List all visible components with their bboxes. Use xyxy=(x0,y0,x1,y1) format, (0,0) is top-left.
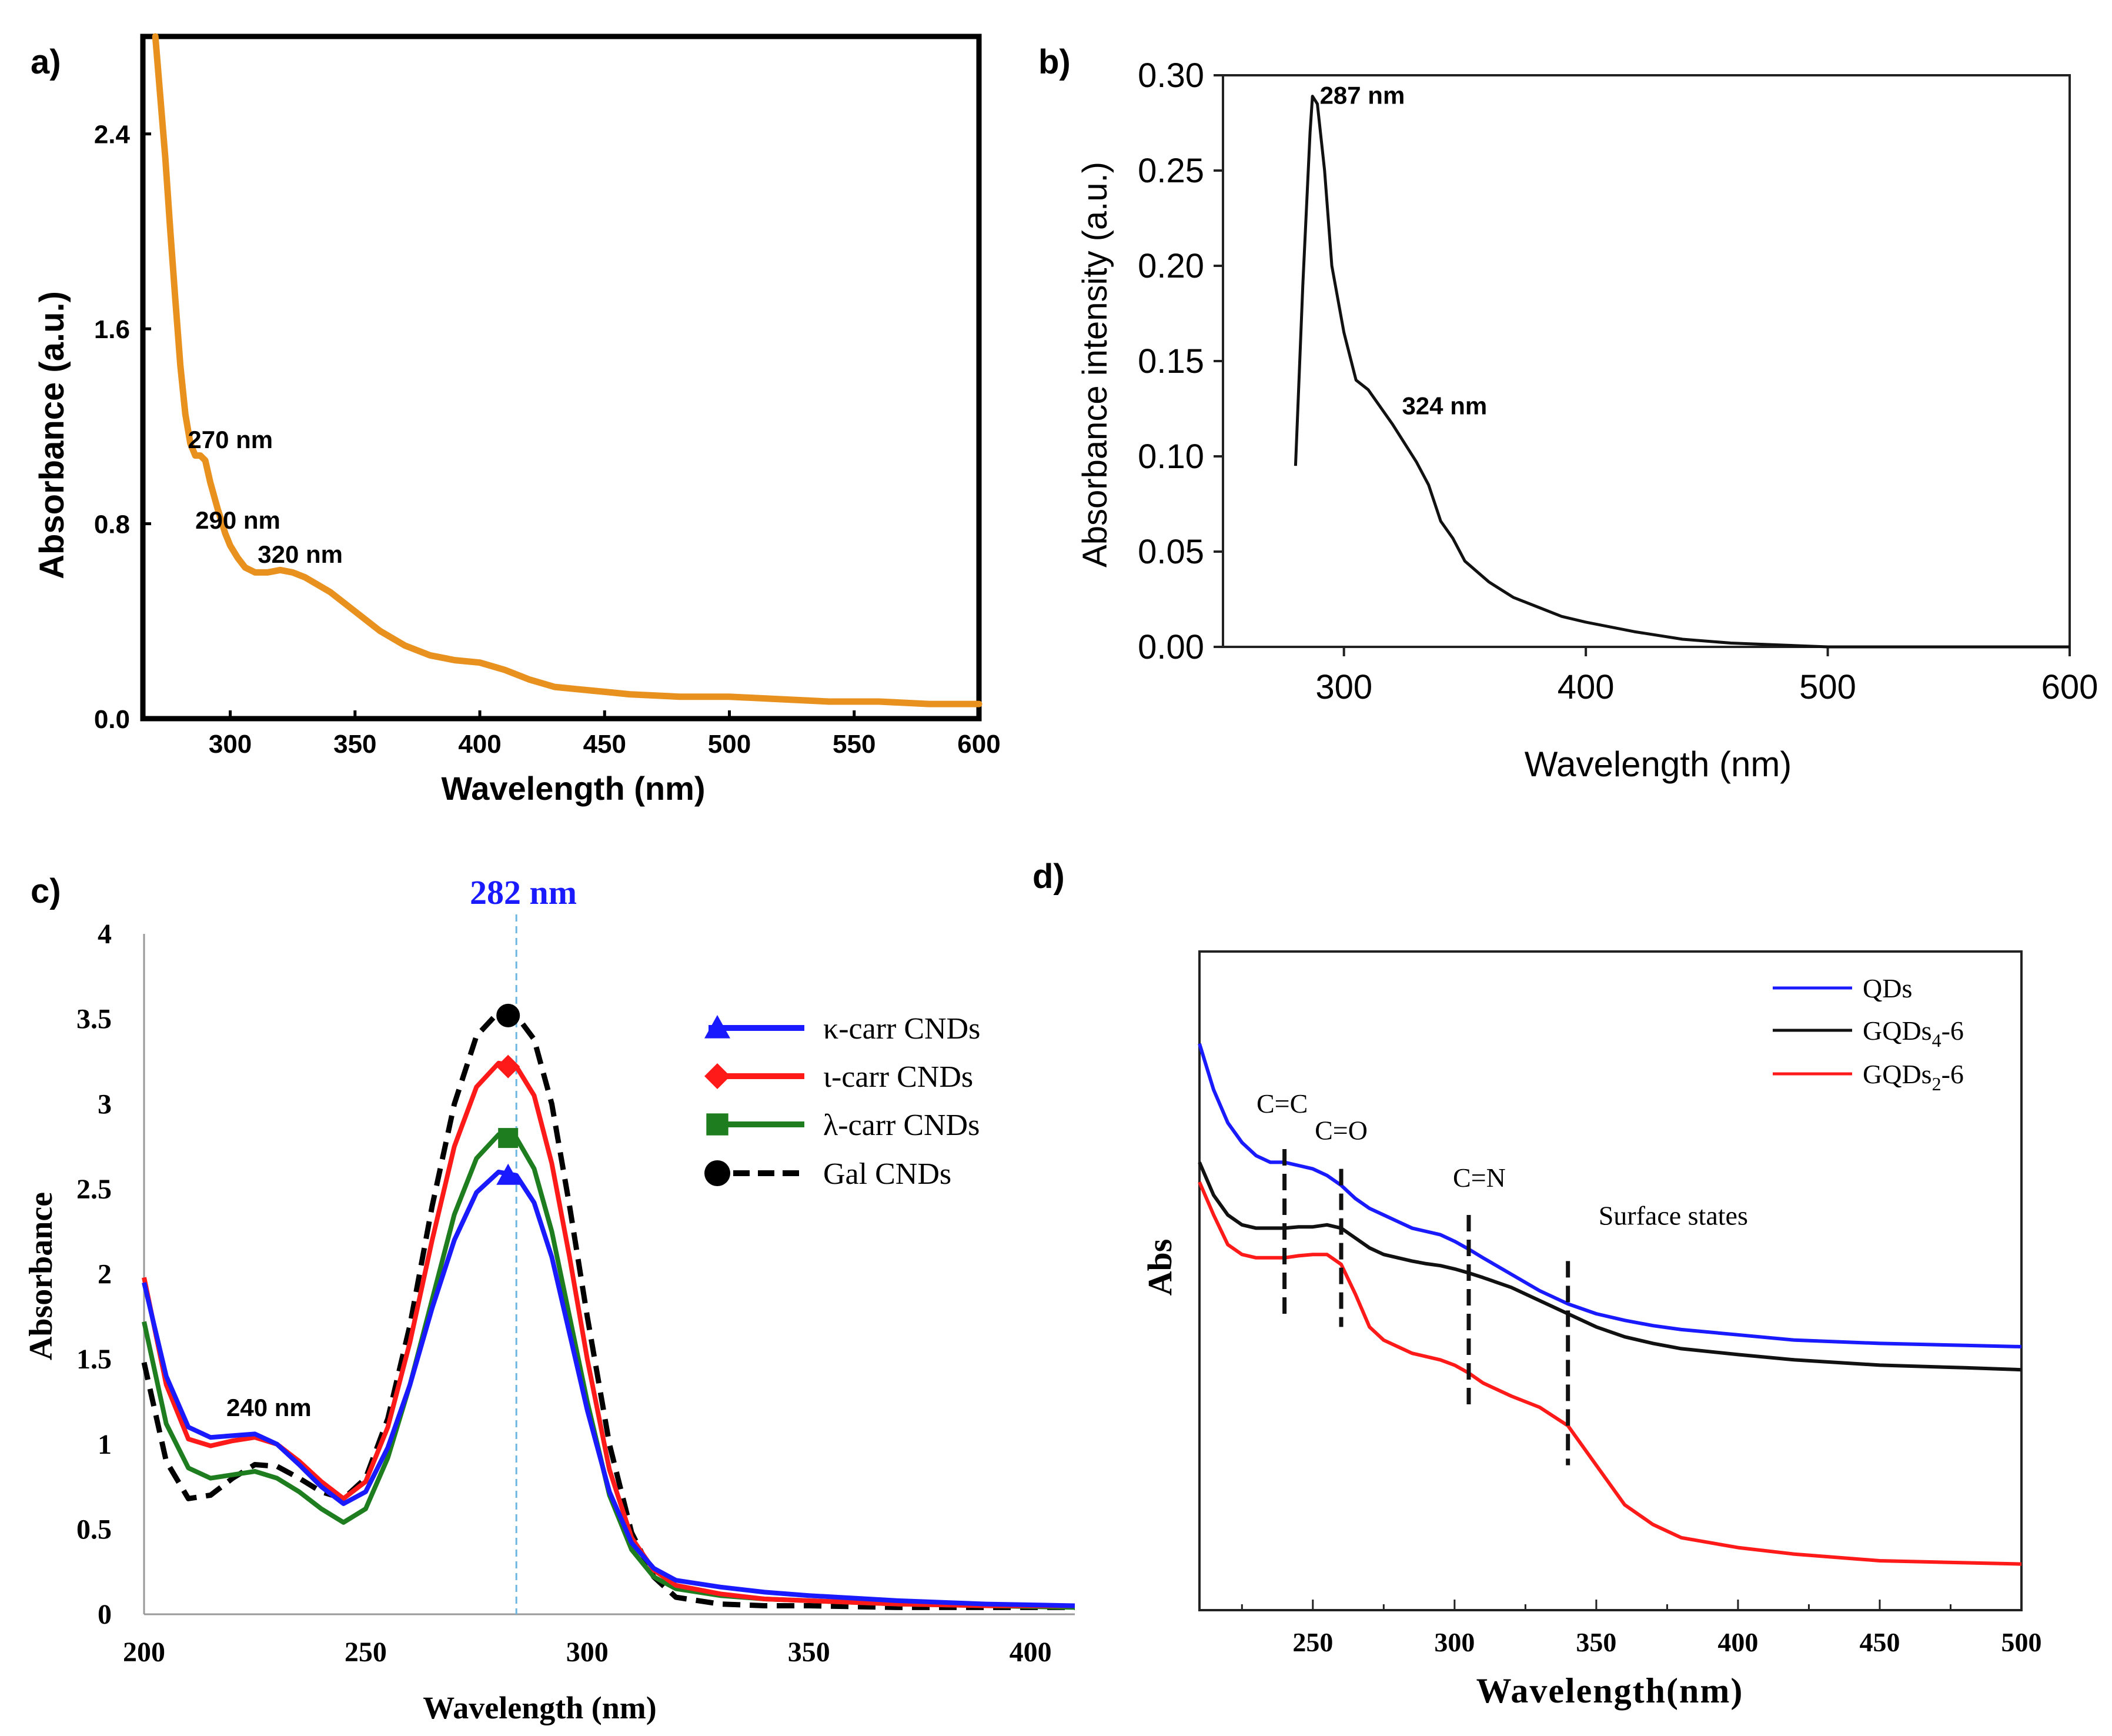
panel-c-series-line xyxy=(142,1169,1075,1608)
panel-d-xtick-label: 400 xyxy=(1717,1627,1758,1657)
panel-c-ytick-label: 0 xyxy=(98,1599,112,1630)
panel-c-ytick-label: 1.5 xyxy=(76,1344,112,1375)
panel-c-ytick-label: 3 xyxy=(98,1089,112,1120)
panel-a-ytick-label: 0.8 xyxy=(94,510,130,539)
panel-a-plot-area: 300 350 400 450 500 550 600 0.0 0.8 1.6 2.4 270 nm 2… xyxy=(94,33,1001,759)
panel-c-legend-label: ι-carr CNDs xyxy=(823,1060,973,1094)
panel-c-legend-marker xyxy=(706,1113,728,1136)
panel-c-legend-marker xyxy=(704,1160,730,1186)
panel-a-xtick-label: 550 xyxy=(833,730,875,759)
panel-d-series-line xyxy=(1198,1161,2022,1372)
panel-a-xtick-label: 500 xyxy=(708,730,751,759)
panel-c-legend-marker xyxy=(704,1015,730,1039)
panel-c-legend-label: Gal CNDs xyxy=(823,1157,951,1191)
panel-b-xtick-label: 500 xyxy=(1799,668,1856,706)
panel-b-ytick-label: 0.25 xyxy=(1138,152,1204,190)
panel-c-xtick-label: 250 xyxy=(345,1637,387,1668)
panel-d-legend-label: GQDs4-6 xyxy=(1863,1016,1964,1051)
panel-c-label: c) xyxy=(31,872,61,910)
panel-a-annotation: 270 nm xyxy=(188,426,273,453)
panel-d-plot-area: 250 300 350 400 450 500 C=CC=O C=N Surface state… xyxy=(1198,950,2042,1657)
panel-d-xtick-label: 300 xyxy=(1434,1627,1475,1657)
panel-b-ylabel: Absorbance intensity (a.u.) xyxy=(1076,162,1114,567)
panel-a-label: a) xyxy=(31,43,61,81)
panel-d-band-label: C=C xyxy=(1256,1089,1308,1119)
panel-c-xtick-label: 300 xyxy=(566,1637,609,1668)
panel-a-xtick-label: 600 xyxy=(957,730,1000,759)
panel-c-peak-marker xyxy=(496,1054,520,1079)
panel-a-xtick-label: 300 xyxy=(209,730,252,759)
panel-a-annotation: 290 nm xyxy=(195,506,280,534)
panel-c-ytick-label: 3.5 xyxy=(76,1004,112,1035)
panel-c-series-line xyxy=(142,1060,1075,1608)
panel-b-annotation: 287 nm xyxy=(1320,82,1405,109)
panel-c-plot-area: 200 250 300 350 400 0 0.5 1 1.5 2 2.5 3 3.5 4 240 nm κ-… xyxy=(76,914,1075,1668)
panel-c-legend-label: κ-carr CNDs xyxy=(823,1012,980,1046)
panel-c-legend-marker xyxy=(704,1063,730,1089)
panel-a-xtick-label: 450 xyxy=(583,730,626,759)
panel-d-xtick-label: 500 xyxy=(2001,1627,2042,1657)
panel-b-label: b) xyxy=(1038,43,1071,81)
panel-b-xtick-label: 400 xyxy=(1558,668,1615,706)
panel-d-band-label: Surface states xyxy=(1599,1200,1748,1230)
panel-c-side-label: 240 nm xyxy=(226,1394,312,1421)
panel-d-frame xyxy=(1198,950,2023,1611)
panel-a-ylabel: Absorbance (a.u.) xyxy=(33,291,71,579)
panel-d-xtick-label: 250 xyxy=(1292,1627,1333,1657)
panel-b-xtick-label: 600 xyxy=(2041,668,2098,706)
panel-c-ytick-label: 1 xyxy=(98,1429,112,1460)
panel-c-ytick-label: 4 xyxy=(98,919,112,950)
panel-d: d) 250 300 350 400 450 500 C=CC=O C=N Surface st… xyxy=(1032,857,2042,1710)
panel-c-ylabel: Absorbance xyxy=(23,1192,59,1360)
panel-c-peak-marker xyxy=(496,1163,520,1185)
panel-d-xtick-label: 350 xyxy=(1576,1627,1616,1657)
panel-c-xtick-label: 400 xyxy=(1010,1637,1052,1668)
panel-d-band-label: C=O xyxy=(1315,1116,1368,1146)
panel-b-ytick-label: 0.30 xyxy=(1138,56,1204,95)
panel-c: c) 200 250 300 350 400 0 0.5 1 1.5 2 2.5 3 3.5 4 240 n… xyxy=(23,872,1075,1725)
panel-c-peak-label: 282 nm xyxy=(470,873,577,912)
panel-b-ytick-label: 0.20 xyxy=(1138,247,1204,285)
panel-b-ytick-label: 0.10 xyxy=(1138,438,1204,476)
panel-a-ytick-label: 2.4 xyxy=(94,121,131,149)
panel-a: a) 300 350 400 450 500 550 600 0.0 0.8 1.6 2.4 270 … xyxy=(31,33,1001,807)
panel-a-xtick-label: 350 xyxy=(333,730,376,759)
panel-b: b) 300 400 500 600 0.00 0.05 0.10 0.15 0.20 0.25 0… xyxy=(1038,43,2098,784)
panel-a-annotation: 320 nm xyxy=(258,540,343,568)
panel-a-series-line xyxy=(152,33,983,707)
panel-d-band-label: C=N xyxy=(1453,1163,1506,1193)
panel-c-ytick-label: 0.5 xyxy=(76,1514,112,1545)
panel-c-xlabel: Wavelength (nm) xyxy=(423,1690,657,1725)
panel-d-series-line xyxy=(1198,1181,2022,1566)
panel-b-xlabel: Wavelength (nm) xyxy=(1525,745,1792,784)
panel-c-xtick-label: 350 xyxy=(788,1637,830,1668)
panel-d-series-line xyxy=(1198,1043,2022,1348)
panel-a-ytick-label: 0.0 xyxy=(94,705,130,734)
panel-d-ylabel: Abs xyxy=(1141,1239,1179,1296)
panel-c-peak-marker xyxy=(496,1003,520,1027)
panel-b-xtick-label: 300 xyxy=(1315,668,1372,706)
panel-b-annotation: 324 nm xyxy=(1402,392,1487,420)
panel-b-ytick-label: 0.15 xyxy=(1138,342,1204,380)
panel-c-ytick-label: 2 xyxy=(98,1259,112,1290)
panel-c-peak-marker xyxy=(498,1128,519,1149)
panel-b-plot-area: 300 400 500 600 0.00 0.05 0.10 0.15 0.20 0.25 0.30… xyxy=(1138,56,2098,706)
panel-d-legend-label: QDs xyxy=(1863,973,1912,1003)
panel-b-ytick-label: 0.00 xyxy=(1138,628,1204,666)
panel-c-ytick-label: 2.5 xyxy=(76,1174,112,1205)
panel-d-xlabel: Wavelength(nm) xyxy=(1476,1671,1744,1710)
panel-a-xlabel: Wavelength (nm) xyxy=(441,770,705,807)
panel-b-ytick-label: 0.05 xyxy=(1138,533,1204,571)
panel-d-label: d) xyxy=(1032,857,1065,896)
panel-a-frame xyxy=(140,34,982,722)
panel-c-xtick-label: 200 xyxy=(123,1637,165,1668)
panel-c-series-line xyxy=(141,1009,1075,1610)
panel-b-series-line xyxy=(1294,95,2070,649)
panel-a-ytick-label: 1.6 xyxy=(94,315,130,344)
panel-d-xtick-label: 450 xyxy=(1859,1627,1900,1657)
panel-a-xtick-label: 400 xyxy=(458,730,501,759)
panel-d-legend-label: GQDs2-6 xyxy=(1863,1059,1964,1094)
panel-c-legend-label: λ-carr CNDs xyxy=(823,1109,980,1142)
